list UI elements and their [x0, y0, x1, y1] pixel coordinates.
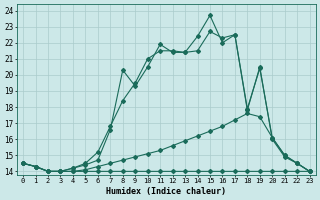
X-axis label: Humidex (Indice chaleur): Humidex (Indice chaleur) — [106, 187, 226, 196]
